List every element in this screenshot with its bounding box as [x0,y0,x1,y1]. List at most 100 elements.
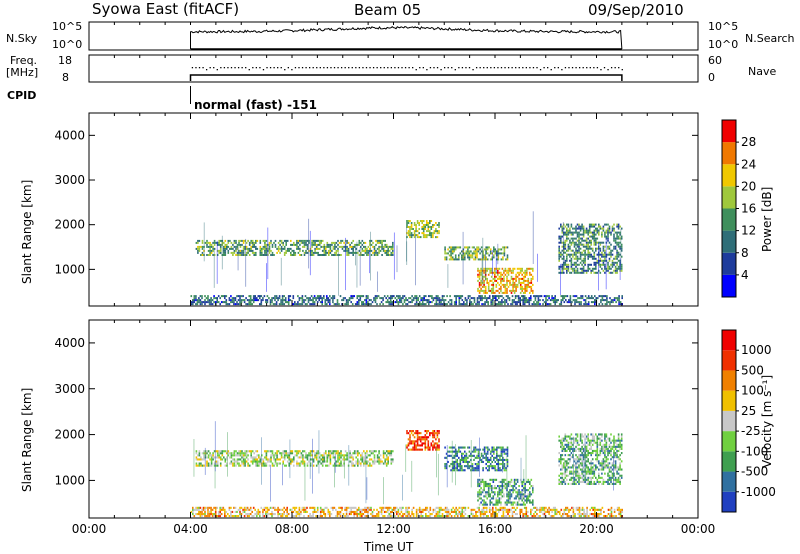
power-echo-cell [576,245,579,248]
power-echo-cell [569,247,571,250]
velocity-echo-cell [263,508,266,511]
power-echo-cell [213,254,216,256]
power-echo-cell [384,245,386,248]
power-echo-cell [502,256,504,259]
velocity-echo-cell [210,456,213,459]
power-echo-cell [505,246,507,249]
velocity-echo-cell [582,466,585,469]
freq-dot [511,67,513,69]
velocity-echo-cell [384,460,386,463]
power-echo-cell [441,299,444,302]
power-echo-cell [490,287,493,290]
velocity-echo-cell [561,480,564,483]
power-echo-cell [521,289,523,292]
power-echo-cell [245,251,248,254]
power-echo-cell [206,254,208,256]
velocity-echo-cell [302,458,304,461]
power-echo-cell [421,303,424,306]
power-echo-cell [379,297,381,300]
power-echo-cell [306,251,309,254]
power-echo-cell [357,251,359,254]
power-echo-cell [607,253,609,256]
power-echo-cell [207,297,209,300]
power-echo-cell [605,231,608,234]
velocity-echo-cell [358,460,361,463]
power-echo-cell [595,257,597,260]
power-echo-cell [324,299,327,302]
velocity-echo-cell [495,499,498,502]
velocity-echo-cell [491,450,493,453]
power-echo-cell [428,301,430,304]
power-echo-cell [352,247,354,250]
velocity-echo-cell [198,450,201,453]
power-echo-cell [582,259,585,262]
power-echo-cell [251,239,254,242]
velocity-echo-cell [300,452,303,455]
power-echo-cell [487,303,489,306]
velocity-echo-cell [581,472,583,475]
velocity-echo-cell [563,449,565,452]
power-echo-cell [498,303,500,306]
velocity-echo-cell [461,469,463,472]
power-echo-cell [361,239,364,242]
velocity-echo-cell [478,478,481,481]
power-echo-cell [359,297,362,300]
power-echo-cell [313,303,316,306]
power-echo-cell [303,254,306,256]
power-echo-cell [225,301,228,304]
power-echo-cell [620,263,623,266]
velocity-echo-cell [482,448,484,451]
velocity-echo-cell [569,437,571,440]
velocity-echo-cell [300,460,303,463]
power-echo-cell [422,232,425,235]
velocity-echo-cell [293,464,295,467]
power-echo-cell [296,243,298,246]
velocity-echo-cell [564,437,567,440]
power-echo-cell [210,245,213,248]
velocity-echo-cell [288,452,290,455]
velocity-echo-cell [353,464,356,467]
velocity-echo-cell [576,472,579,475]
velocity-echo-cell [558,435,560,438]
velocity-echo-cell [564,476,567,479]
velocity-echo-cell [477,463,480,466]
velocity-echo-cell [563,458,565,461]
velocity-echo-cell [416,444,419,447]
power-echo-cell [225,299,228,302]
velocity-echo-cell [478,489,481,492]
freq-dot [618,67,620,69]
power-echo-cell [365,303,368,306]
power-echo-cell [513,301,515,304]
velocity-echo-cell [195,508,197,511]
power-echo-cell [287,303,290,306]
power-echo-cell [614,261,617,264]
velocity-echo-cell [530,493,533,496]
velocity-echo-cell [231,515,234,518]
power-echo-cell [611,259,614,262]
velocity-echo-cell [445,452,448,455]
velocity-echo-cell [450,450,452,453]
power-echo-cell [449,299,451,302]
velocity-echo-cell [205,506,208,509]
velocity-echo-cell [254,513,256,516]
velocity-echo-cell [255,464,257,467]
power-echo-cell [602,241,605,244]
velocity-echo-cell [265,513,267,516]
velocity-echo-cell [323,510,325,513]
power-echo-cell [481,299,483,302]
velocity-echo-cell [254,508,256,511]
power-echo-cell [299,243,301,246]
velocity-echo-cell [616,445,618,448]
velocity-echo-cell [530,501,533,504]
velocity-echo-cell [265,450,268,453]
power-echo-cell [323,245,326,248]
power-colorbar-swatch [722,164,736,187]
power-echo-cell [580,295,582,298]
power-echo-cell [590,301,593,304]
power-echo-cell [494,279,496,282]
velocity-echo-cell [572,482,574,485]
power-echo-cell [606,299,608,302]
power-echo-cell [298,303,301,306]
velocity-echo-cell [590,454,592,457]
power-echo-cell [350,247,353,250]
